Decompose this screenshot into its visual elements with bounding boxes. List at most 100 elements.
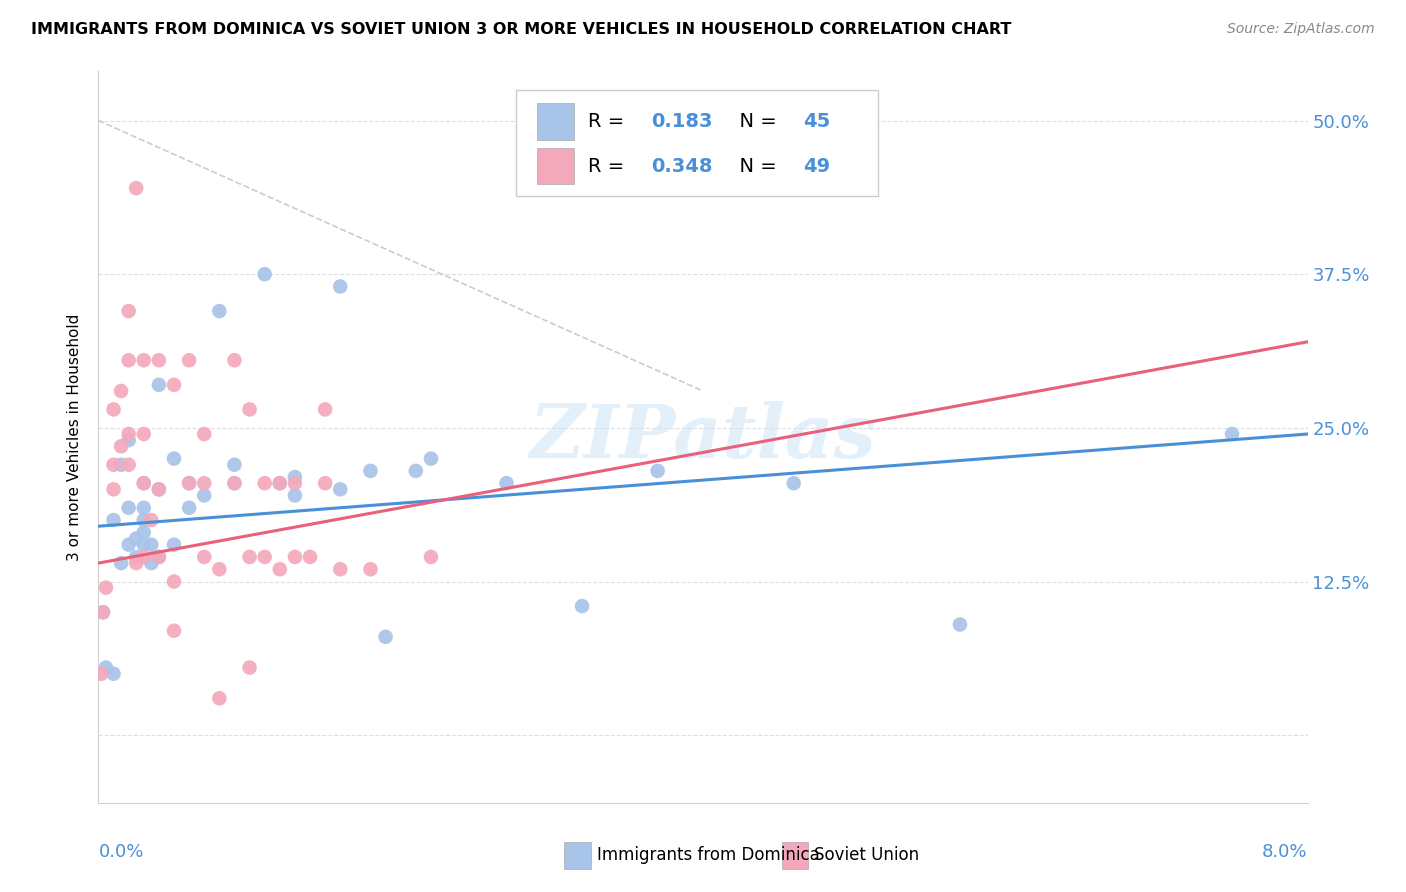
- FancyBboxPatch shape: [537, 103, 574, 140]
- Text: 0.0%: 0.0%: [98, 843, 143, 861]
- Text: 45: 45: [803, 112, 831, 131]
- Point: [329, 483, 352, 497]
- Point: [125, 556, 148, 570]
- Point: [110, 458, 132, 472]
- Point: [103, 402, 125, 417]
- Point: [299, 549, 322, 564]
- Point: [132, 500, 155, 515]
- Point: [110, 439, 132, 453]
- Point: [284, 470, 307, 484]
- Text: Source: ZipAtlas.com: Source: ZipAtlas.com: [1227, 22, 1375, 37]
- Point: [132, 476, 155, 491]
- Point: [90, 666, 112, 681]
- Point: [118, 304, 141, 318]
- Point: [405, 464, 427, 478]
- Point: [94, 581, 117, 595]
- Point: [163, 451, 186, 466]
- Point: [647, 464, 669, 478]
- Text: Immigrants from Dominica: Immigrants from Dominica: [596, 847, 820, 864]
- Text: N =: N =: [727, 156, 783, 176]
- Point: [132, 476, 155, 491]
- Point: [314, 476, 336, 491]
- Point: [94, 660, 117, 674]
- Point: [224, 476, 246, 491]
- Point: [132, 538, 155, 552]
- Point: [193, 549, 215, 564]
- FancyBboxPatch shape: [564, 841, 591, 870]
- Point: [118, 353, 141, 368]
- Text: R =: R =: [588, 112, 631, 131]
- Point: [163, 377, 186, 392]
- Point: [132, 513, 155, 527]
- Point: [495, 476, 517, 491]
- Y-axis label: 3 or more Vehicles in Household: 3 or more Vehicles in Household: [67, 313, 83, 561]
- Point: [132, 525, 155, 540]
- Point: [118, 427, 141, 442]
- Point: [193, 476, 215, 491]
- Point: [949, 617, 972, 632]
- Point: [179, 476, 201, 491]
- Text: ZIPatlas: ZIPatlas: [530, 401, 876, 474]
- Point: [163, 538, 186, 552]
- Point: [360, 562, 382, 576]
- Point: [118, 500, 141, 515]
- Point: [103, 458, 125, 472]
- Point: [118, 433, 141, 447]
- Point: [253, 267, 276, 281]
- Point: [269, 476, 291, 491]
- Point: [239, 660, 262, 674]
- Point: [125, 549, 148, 564]
- Text: R =: R =: [588, 156, 631, 176]
- Point: [269, 562, 291, 576]
- FancyBboxPatch shape: [516, 90, 879, 195]
- Text: Soviet Union: Soviet Union: [814, 847, 920, 864]
- Point: [208, 691, 231, 706]
- Point: [148, 549, 170, 564]
- Point: [224, 353, 246, 368]
- Point: [103, 513, 125, 527]
- Point: [269, 476, 291, 491]
- Point: [208, 304, 231, 318]
- Point: [148, 483, 170, 497]
- Point: [783, 476, 806, 491]
- Point: [239, 402, 262, 417]
- Point: [329, 562, 352, 576]
- Point: [118, 538, 141, 552]
- Point: [103, 483, 125, 497]
- Point: [91, 605, 114, 619]
- Point: [110, 384, 132, 398]
- Point: [148, 549, 170, 564]
- Point: [571, 599, 593, 613]
- Point: [420, 451, 443, 466]
- Point: [224, 458, 246, 472]
- Point: [1220, 427, 1243, 442]
- Point: [179, 353, 201, 368]
- Point: [239, 549, 262, 564]
- Point: [420, 549, 443, 564]
- Point: [284, 488, 307, 502]
- Point: [141, 538, 163, 552]
- Point: [148, 377, 170, 392]
- Point: [141, 513, 163, 527]
- Point: [374, 630, 396, 644]
- Point: [193, 427, 215, 442]
- Point: [163, 624, 186, 638]
- Text: 8.0%: 8.0%: [1263, 843, 1308, 861]
- Point: [163, 574, 186, 589]
- Point: [253, 549, 276, 564]
- Point: [118, 458, 141, 472]
- Point: [329, 279, 352, 293]
- Point: [224, 476, 246, 491]
- Point: [360, 464, 382, 478]
- Text: 49: 49: [803, 156, 831, 176]
- Text: N =: N =: [727, 112, 783, 131]
- Text: IMMIGRANTS FROM DOMINICA VS SOVIET UNION 3 OR MORE VEHICLES IN HOUSEHOLD CORRELA: IMMIGRANTS FROM DOMINICA VS SOVIET UNION…: [31, 22, 1011, 37]
- Point: [148, 353, 170, 368]
- Point: [314, 402, 336, 417]
- Point: [179, 500, 201, 515]
- Point: [125, 532, 148, 546]
- Point: [91, 605, 114, 619]
- Point: [125, 181, 148, 195]
- Point: [284, 549, 307, 564]
- Point: [110, 556, 132, 570]
